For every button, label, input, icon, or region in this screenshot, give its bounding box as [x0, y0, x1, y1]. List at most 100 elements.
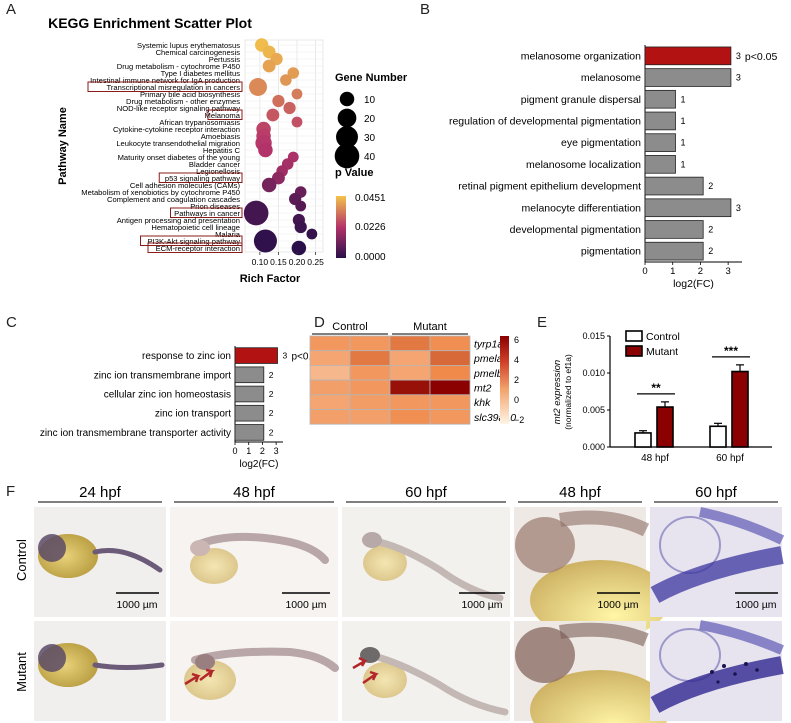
scale-bar-label: 1000 µm — [735, 599, 776, 611]
panel-f-column-headers: 24 hpf 48 hpf 60 hpf 48 hpf 60 hpf — [38, 484, 778, 503]
size-legend-dot — [336, 126, 358, 148]
scatter-point — [295, 200, 307, 212]
scatter-point — [283, 101, 296, 115]
heatmap-cell — [349, 379, 391, 396]
e-legend-label: Mutant — [646, 346, 678, 358]
bar-category-label: melanosome organization — [521, 50, 641, 62]
pathway-label: Pertussis — [209, 55, 240, 64]
panel-f: F 24 hpf 48 hpf 60 hpf 48 hpf 60 hpf Control… — [6, 483, 785, 723]
bar-category-label: pigmentation — [581, 246, 641, 258]
panel-letter-f: F — [6, 483, 15, 500]
scatter-point — [294, 220, 307, 234]
significance-annotation: p<0.05 — [292, 352, 323, 363]
scale-bar-label: 1000 µm — [461, 599, 502, 611]
scatter-point — [253, 229, 277, 253]
pathway-highlight-box — [207, 109, 243, 120]
e-y-label-line1: mt2 expression — [552, 360, 563, 424]
e-y-tick-label: 0.005 — [582, 405, 605, 415]
panel-a-x-ticks: 0.10 0.15 0.20 0.25 — [252, 252, 324, 267]
bar-category-label: melanocyte differentiation — [522, 202, 642, 214]
heatmap-colorbar-ticks: 6 4 2 0 −2 — [514, 335, 524, 425]
bar-value-label: 1 — [680, 159, 685, 169]
a-x-tick-label: 0.25 — [307, 257, 324, 267]
panel-letter-e: E — [537, 314, 547, 331]
pathway-label: Intestinal immune network for IgA produc… — [90, 76, 240, 85]
significance-annotation: p<0.05 — [745, 51, 778, 63]
e-y-label-line2: (normalized to ef1a) — [563, 354, 573, 430]
micrograph-control-48hpf-zoom — [514, 507, 670, 640]
pathway-label: Primary bile acid biosynthesis — [140, 90, 240, 99]
e-x-category-label: 60 hpf — [716, 453, 744, 464]
panel-a-points — [243, 38, 318, 256]
bar-x-axis-label: log2(FC) — [673, 278, 714, 290]
e-y-tick-label: 0.000 — [582, 442, 605, 452]
bar-value-label: 1 — [680, 94, 685, 104]
heatmap-cell — [309, 350, 351, 366]
heatmap-cell — [309, 394, 351, 410]
scatter-point — [280, 74, 292, 86]
bar — [644, 46, 732, 66]
heatmap-row-label: tyrp1a — [474, 338, 503, 350]
panel-letter-d: D — [314, 314, 325, 331]
bar — [644, 111, 676, 131]
bar-value-label: 2 — [269, 389, 274, 399]
pathway-label: Drug metabolism - cytochrome P450 — [117, 62, 240, 71]
pathway-label: Complement and coagulation cascades — [107, 195, 240, 204]
size-legend-title: Gene Number — [335, 72, 408, 84]
bar-value-label: 2 — [269, 408, 274, 418]
size-legend-label: 30 — [364, 133, 376, 144]
bar-category-label: developmental pigmentation — [510, 224, 641, 236]
bar-value-label: 2 — [708, 246, 713, 256]
bar — [644, 198, 732, 218]
pathway-label: Pathways in cancer — [174, 209, 240, 218]
micrograph-control-48hpf — [170, 507, 338, 617]
pathway-label: p53 signaling pathway — [165, 174, 240, 183]
scatter-point — [261, 177, 277, 193]
bar-value-label: 2 — [269, 427, 274, 437]
bar-x-tick-label: 0 — [232, 446, 237, 456]
heatmap-cell — [349, 364, 391, 381]
heatmap-cell — [429, 409, 471, 425]
pathway-label: Hematopoietic cell lineage — [151, 223, 240, 232]
bar-x-tick-label: 0 — [642, 266, 647, 277]
micrograph-control-60hpf — [342, 507, 510, 617]
pathway-label: NOD-like receptor signaling pathway — [117, 104, 240, 113]
e-y-tick-label: 0.010 — [582, 368, 605, 378]
panel-a-y-label: Pathway Name — [57, 107, 69, 185]
bar — [644, 220, 704, 239]
heatmap-cell — [309, 379, 351, 396]
bar-x-tick-label: 1 — [670, 266, 675, 277]
heatmap-cell — [309, 409, 351, 425]
bar-value-label: 3 — [736, 203, 741, 213]
heatmap-cell — [389, 350, 431, 366]
e-legend-swatch — [625, 330, 643, 342]
size-legend: 10 20 30 40 — [334, 91, 376, 169]
pathway-label: Cell adhesion molecules (CAMs) — [130, 181, 241, 190]
heatmap-cell — [309, 335, 351, 352]
heatmap-cell — [389, 364, 431, 381]
bar — [234, 347, 278, 364]
pathway-label: Bladder cancer — [189, 160, 241, 169]
scatter-point — [266, 108, 280, 122]
heatmap-cell — [429, 364, 471, 381]
panel-b-chart: melanosome organization 3 melanosome 3 pigme… — [449, 45, 778, 290]
bar-x-axis-label: log2(FC) — [240, 459, 279, 470]
colorbar-tick-label: 2 — [514, 375, 519, 385]
scatter-point — [291, 88, 303, 100]
bar-category-label: zinc ion transmembrane import — [94, 370, 231, 381]
heatmap-cell — [429, 379, 471, 396]
pathway-label: Leukocyte transendothelial migration — [116, 139, 240, 148]
row-label-control: Control — [14, 539, 29, 581]
bar — [234, 366, 265, 384]
pathway-label: Hepatitis C — [203, 146, 241, 155]
panel-e: E 0.000 0.005 0.010 0.015 mt2 expression (nor… — [537, 314, 772, 464]
e-bar — [634, 432, 652, 448]
pathway-label: Antigen processing and presentation — [117, 216, 240, 225]
scatter-point — [262, 59, 276, 73]
scatter-point — [249, 78, 267, 96]
column-header: 60 hpf — [405, 484, 448, 501]
bar — [644, 89, 676, 109]
heatmap-cell — [309, 364, 351, 381]
bar — [644, 68, 732, 87]
